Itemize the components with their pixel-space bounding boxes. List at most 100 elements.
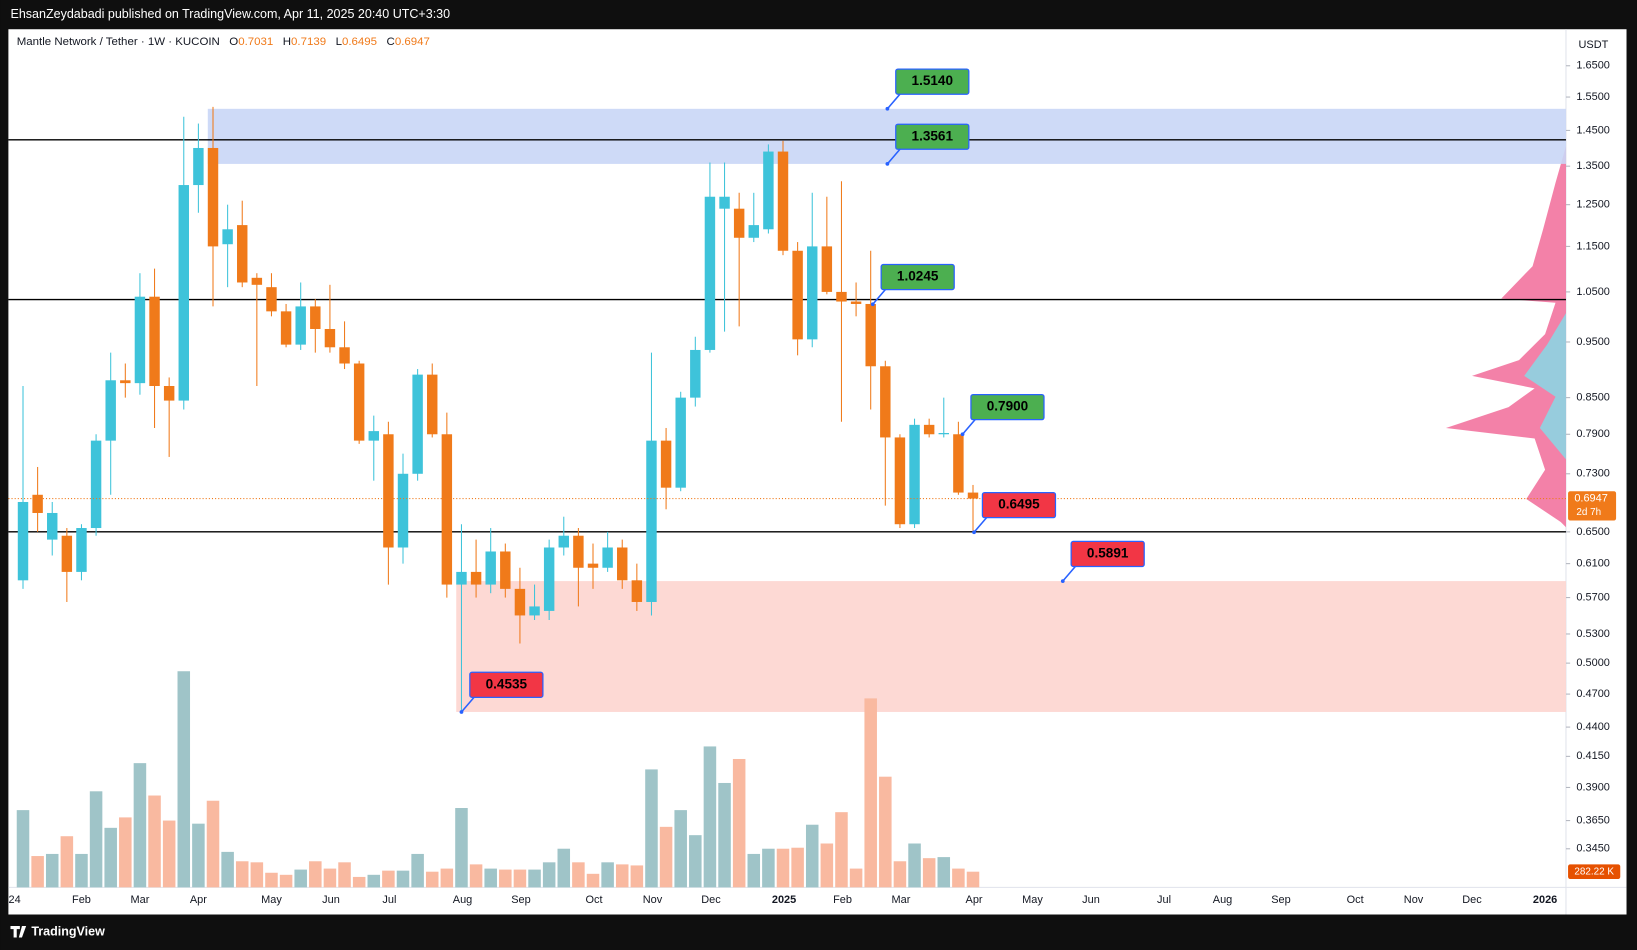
volume-profile-shape bbox=[1445, 146, 1566, 528]
callout-box bbox=[469, 671, 544, 698]
candle-body bbox=[938, 432, 949, 435]
x-tick-label: Jul bbox=[382, 894, 396, 906]
volume-bar bbox=[601, 862, 614, 888]
volume-bar bbox=[279, 874, 293, 888]
candle-body bbox=[412, 374, 423, 474]
y-tick-label: 1.1500 bbox=[1576, 240, 1610, 252]
x-tick-label: Mar bbox=[130, 894, 149, 906]
candle-body bbox=[763, 151, 774, 230]
candle-body bbox=[836, 291, 847, 302]
volume-bar bbox=[425, 871, 439, 888]
callout-anchor bbox=[885, 106, 890, 111]
volume-bar bbox=[879, 776, 892, 888]
x-tick-label: Aug bbox=[453, 894, 473, 906]
candle-body bbox=[47, 512, 58, 540]
candle-body bbox=[237, 225, 248, 283]
volume-bar bbox=[805, 824, 819, 888]
ohlc-letter: C bbox=[387, 36, 395, 48]
candle-body bbox=[456, 571, 467, 585]
candle-body bbox=[821, 246, 833, 292]
candle-body bbox=[310, 306, 321, 329]
callout-line bbox=[886, 93, 901, 110]
volume-bar bbox=[630, 865, 644, 888]
candle-body bbox=[909, 424, 920, 525]
candle-body bbox=[485, 551, 496, 585]
ohlc-value: 0.7031 bbox=[238, 36, 273, 48]
volume-bar bbox=[542, 862, 556, 888]
x-tick-label: May bbox=[1022, 894, 1043, 906]
callout-line bbox=[886, 148, 901, 165]
volume-bar bbox=[747, 853, 761, 888]
volume-bar bbox=[382, 870, 395, 888]
candle-body bbox=[295, 306, 306, 345]
volume-bar bbox=[952, 868, 965, 888]
volume-bar bbox=[265, 872, 278, 888]
brand-logo bbox=[10, 925, 27, 938]
volume-bar bbox=[893, 861, 907, 888]
ohlc-value: 0.6495 bbox=[342, 36, 377, 48]
volume-bar bbox=[352, 876, 366, 888]
volume-bar bbox=[455, 808, 468, 888]
callout-box bbox=[880, 263, 955, 291]
candle-body bbox=[953, 434, 964, 493]
callout-label: 1.3561 bbox=[912, 128, 954, 143]
volume-label-box bbox=[1568, 864, 1621, 879]
last-price-label: 0.6947 bbox=[1574, 492, 1608, 504]
callout-anchor bbox=[1060, 579, 1065, 583]
callout-anchor bbox=[459, 710, 464, 714]
x-tick-label: Dec bbox=[701, 894, 721, 906]
volume-bar bbox=[323, 868, 337, 888]
volume-bar bbox=[732, 758, 746, 888]
candle-body bbox=[573, 535, 584, 568]
candle-body bbox=[543, 547, 555, 611]
volume-bar bbox=[148, 795, 161, 888]
y-tick-label: 0.5700 bbox=[1576, 591, 1610, 603]
candle-body bbox=[660, 440, 672, 488]
candle-body bbox=[427, 374, 438, 435]
volume-bar bbox=[411, 853, 424, 888]
candle-body bbox=[32, 494, 43, 513]
y-tick-label: 0.3900 bbox=[1576, 781, 1610, 793]
candle-body bbox=[17, 501, 29, 581]
candle-body bbox=[777, 151, 789, 251]
y-tick-label: 0.8500 bbox=[1576, 392, 1610, 404]
candle-body bbox=[178, 185, 189, 401]
volume-bar bbox=[703, 746, 717, 888]
volume-bar bbox=[645, 769, 658, 888]
volume-bar bbox=[499, 869, 512, 888]
y-tick-label: 1.2500 bbox=[1576, 199, 1610, 211]
publisher-note: EhsanZeydabadi published on TradingView.… bbox=[10, 7, 450, 21]
candle-body bbox=[61, 535, 73, 572]
callout-line bbox=[973, 517, 988, 533]
last-price-box bbox=[1568, 491, 1617, 521]
volume-bar bbox=[528, 869, 541, 888]
candle-body bbox=[266, 287, 277, 312]
callout-label: 1.0245 bbox=[897, 269, 939, 284]
volume-bar bbox=[440, 868, 454, 888]
x-tick-label: 24 bbox=[9, 894, 21, 906]
candle-body bbox=[514, 588, 526, 616]
volume-bar bbox=[206, 800, 220, 888]
callout-anchor bbox=[870, 302, 875, 307]
callout-label: 0.4535 bbox=[486, 676, 528, 691]
y-tick-label: 0.6500 bbox=[1576, 526, 1610, 538]
volume-bar bbox=[235, 861, 249, 888]
callout-line bbox=[872, 289, 886, 305]
volume-bar bbox=[162, 820, 176, 888]
candle-body bbox=[470, 571, 482, 585]
volume-bar bbox=[659, 826, 673, 888]
zone bbox=[456, 581, 1566, 712]
volume-bar bbox=[849, 868, 863, 888]
callout-box bbox=[970, 393, 1045, 421]
candle-body bbox=[923, 424, 935, 435]
y-tick-label: 1.0500 bbox=[1576, 286, 1610, 298]
callout-box bbox=[895, 123, 970, 150]
x-tick-label: Dec bbox=[1462, 894, 1482, 906]
volume-bar bbox=[45, 853, 59, 888]
volume-bar bbox=[16, 810, 30, 888]
x-tick-label: Sep bbox=[1271, 894, 1291, 906]
volume-bar bbox=[820, 843, 834, 888]
volume-profile bbox=[1445, 146, 1566, 528]
volume-bar bbox=[31, 856, 44, 888]
